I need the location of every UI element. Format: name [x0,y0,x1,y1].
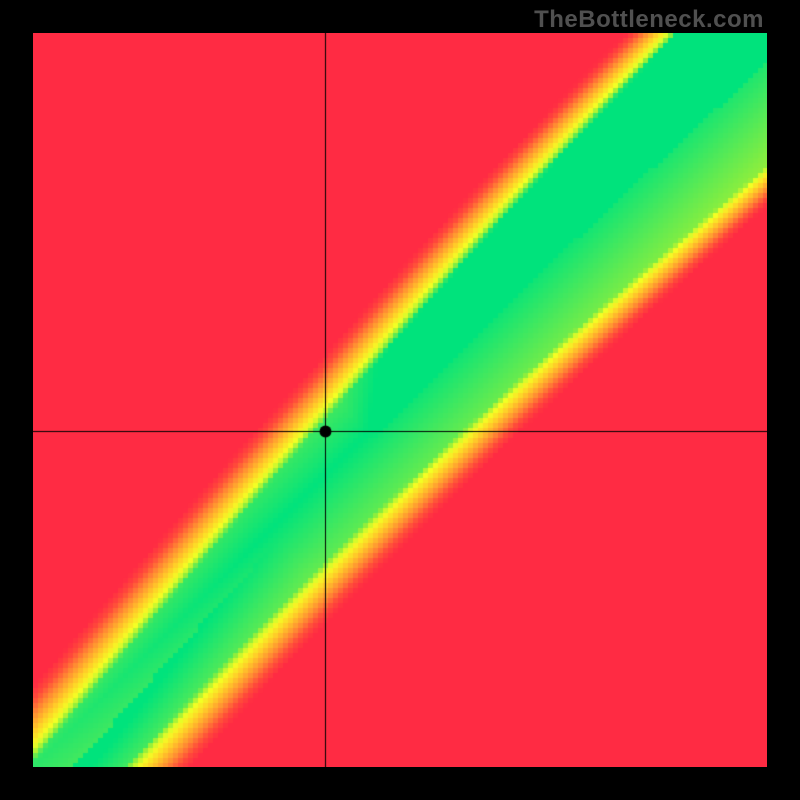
bottleneck-heatmap [33,33,767,767]
chart-container: TheBottleneck.com [0,0,800,800]
watermark-text: TheBottleneck.com [534,6,764,34]
